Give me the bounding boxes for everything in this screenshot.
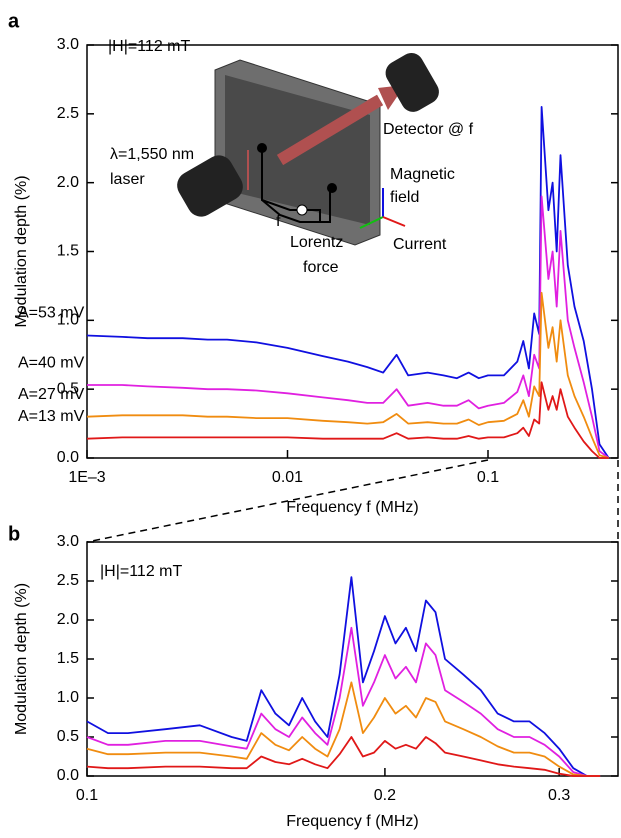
x-tick-label: 0.2 (374, 787, 396, 804)
inset-label: Magnetic (390, 166, 455, 183)
contact (257, 143, 267, 153)
contact (327, 183, 337, 193)
series-line (86, 291, 609, 459)
y-tick-label: 3.0 (57, 36, 79, 53)
x-axis-label: Frequency f (MHz) (286, 813, 418, 830)
inset-illustration (177, 53, 439, 246)
axis-force (359, 216, 384, 229)
laser-body (177, 155, 243, 217)
series-line (86, 381, 609, 459)
y-tick-label: 0.5 (57, 728, 79, 745)
series-label: A=27 mV (18, 386, 85, 403)
inset-label: λ=1,550 nm (110, 146, 194, 163)
x-tick-label: 0.01 (272, 469, 303, 486)
series-label: A=53 mV (18, 305, 85, 322)
series-line (86, 576, 601, 777)
series-line (87, 195, 610, 459)
inset-label: Current (393, 236, 447, 253)
y-tick-label: 0.5 (57, 380, 79, 397)
series-label: A=13 mV (18, 408, 85, 425)
inset-label: f (276, 213, 281, 230)
zoom-line (86, 459, 489, 543)
circuit (261, 148, 331, 223)
beam-out (276, 94, 384, 166)
y-tick-label: 0.0 (57, 767, 79, 784)
panel-label: a (8, 10, 20, 32)
series-label: A=40 mV (18, 354, 85, 371)
y-tick-label: 2.5 (57, 572, 79, 589)
series-line (86, 736, 601, 777)
y-axis-label: Modulation depth (%) (13, 583, 30, 735)
series-line (86, 626, 601, 777)
inset-label: field (390, 189, 419, 206)
y-tick-label: 2.5 (57, 105, 79, 122)
detector (385, 53, 439, 112)
series-line (86, 106, 610, 459)
x-tick-label: 0.1 (76, 787, 98, 804)
y-axis-label: Modulation depth (%) (13, 175, 30, 327)
y-tick-label: 2.0 (57, 174, 79, 191)
y-tick-label: 0.0 (57, 449, 79, 466)
y-tick-label: 3.0 (57, 533, 79, 550)
y-tick-label: 2.0 (57, 611, 79, 628)
annotation: |H|=112 mT (100, 563, 182, 580)
series-line (86, 681, 601, 777)
annotation: |H|=112 mT (108, 38, 190, 55)
inset-label: laser (110, 171, 145, 188)
y-tick-label: 1.0 (57, 312, 79, 329)
axis-current (382, 216, 406, 227)
inset-label: Lorentz (290, 234, 343, 251)
y-tick-label: 1.0 (57, 689, 79, 706)
x-tick-label: 0.3 (548, 787, 570, 804)
y-tick-label: 1.5 (57, 650, 79, 667)
x-tick-label: 1E–3 (68, 469, 105, 486)
source (296, 204, 308, 216)
x-tick-label: 0.1 (477, 469, 499, 486)
inset-label: Detector @ f (383, 121, 474, 138)
inset-label: force (303, 259, 339, 276)
y-tick-label: 1.5 (57, 243, 79, 260)
panel-label: b (8, 523, 20, 545)
x-axis-label: Frequency f (MHz) (286, 499, 418, 516)
